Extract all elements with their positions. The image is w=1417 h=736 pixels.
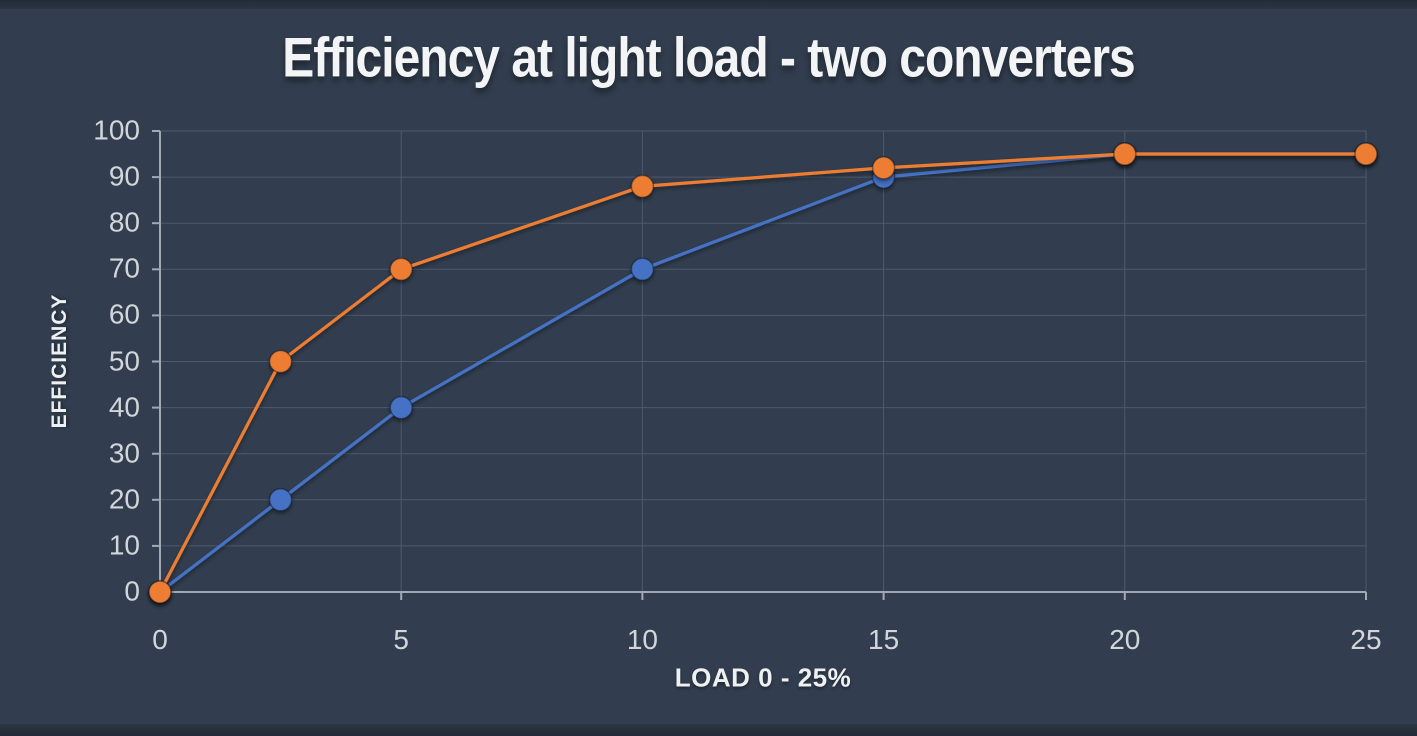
y-tick-label: 90	[108, 160, 140, 192]
converter-2-orange	[148, 142, 1378, 604]
y-tick-label: 30	[108, 437, 140, 469]
x-tick-label: 25	[1350, 624, 1382, 655]
top-edge-strip	[0, 0, 1417, 9]
data-point-marker	[1354, 142, 1378, 166]
converter-1-blue	[148, 142, 1378, 604]
y-tick-label: 80	[108, 206, 140, 238]
y-tick-label: 10	[108, 529, 140, 561]
bottom-edge-strip	[0, 724, 1417, 736]
y-tick-label: 100	[93, 114, 140, 146]
data-point-marker	[871, 156, 896, 180]
chart-title: Efficiency at light load - two converter…	[282, 28, 1136, 90]
data-point-marker	[268, 349, 293, 374]
x-tick-label: 10	[626, 624, 658, 655]
x-tick-label: 5	[393, 624, 409, 655]
x-axis-title: LOAD 0 - 25%	[674, 662, 852, 693]
axis-lines	[152, 130, 1367, 600]
y-tick-label: 20	[108, 483, 140, 515]
x-tick-label: 15	[868, 624, 900, 655]
data-point-marker	[630, 257, 655, 282]
gridlines	[160, 130, 1367, 592]
data-point-marker	[389, 257, 413, 282]
x-tick-label: 0	[152, 624, 168, 655]
data-series	[148, 142, 1378, 604]
y-tick-label: 40	[108, 391, 140, 423]
y-tick-label: 70	[108, 252, 140, 284]
data-point-marker	[148, 580, 172, 604]
data-point-marker	[268, 488, 293, 512]
y-tick-label: 50	[108, 344, 140, 376]
y-tick-label: 0	[124, 575, 140, 607]
x-tick-label: 20	[1109, 624, 1141, 655]
data-point-marker	[389, 395, 413, 420]
y-tick-label: 60	[108, 298, 140, 330]
data-point-marker	[630, 174, 655, 199]
data-point-marker	[1113, 142, 1137, 166]
